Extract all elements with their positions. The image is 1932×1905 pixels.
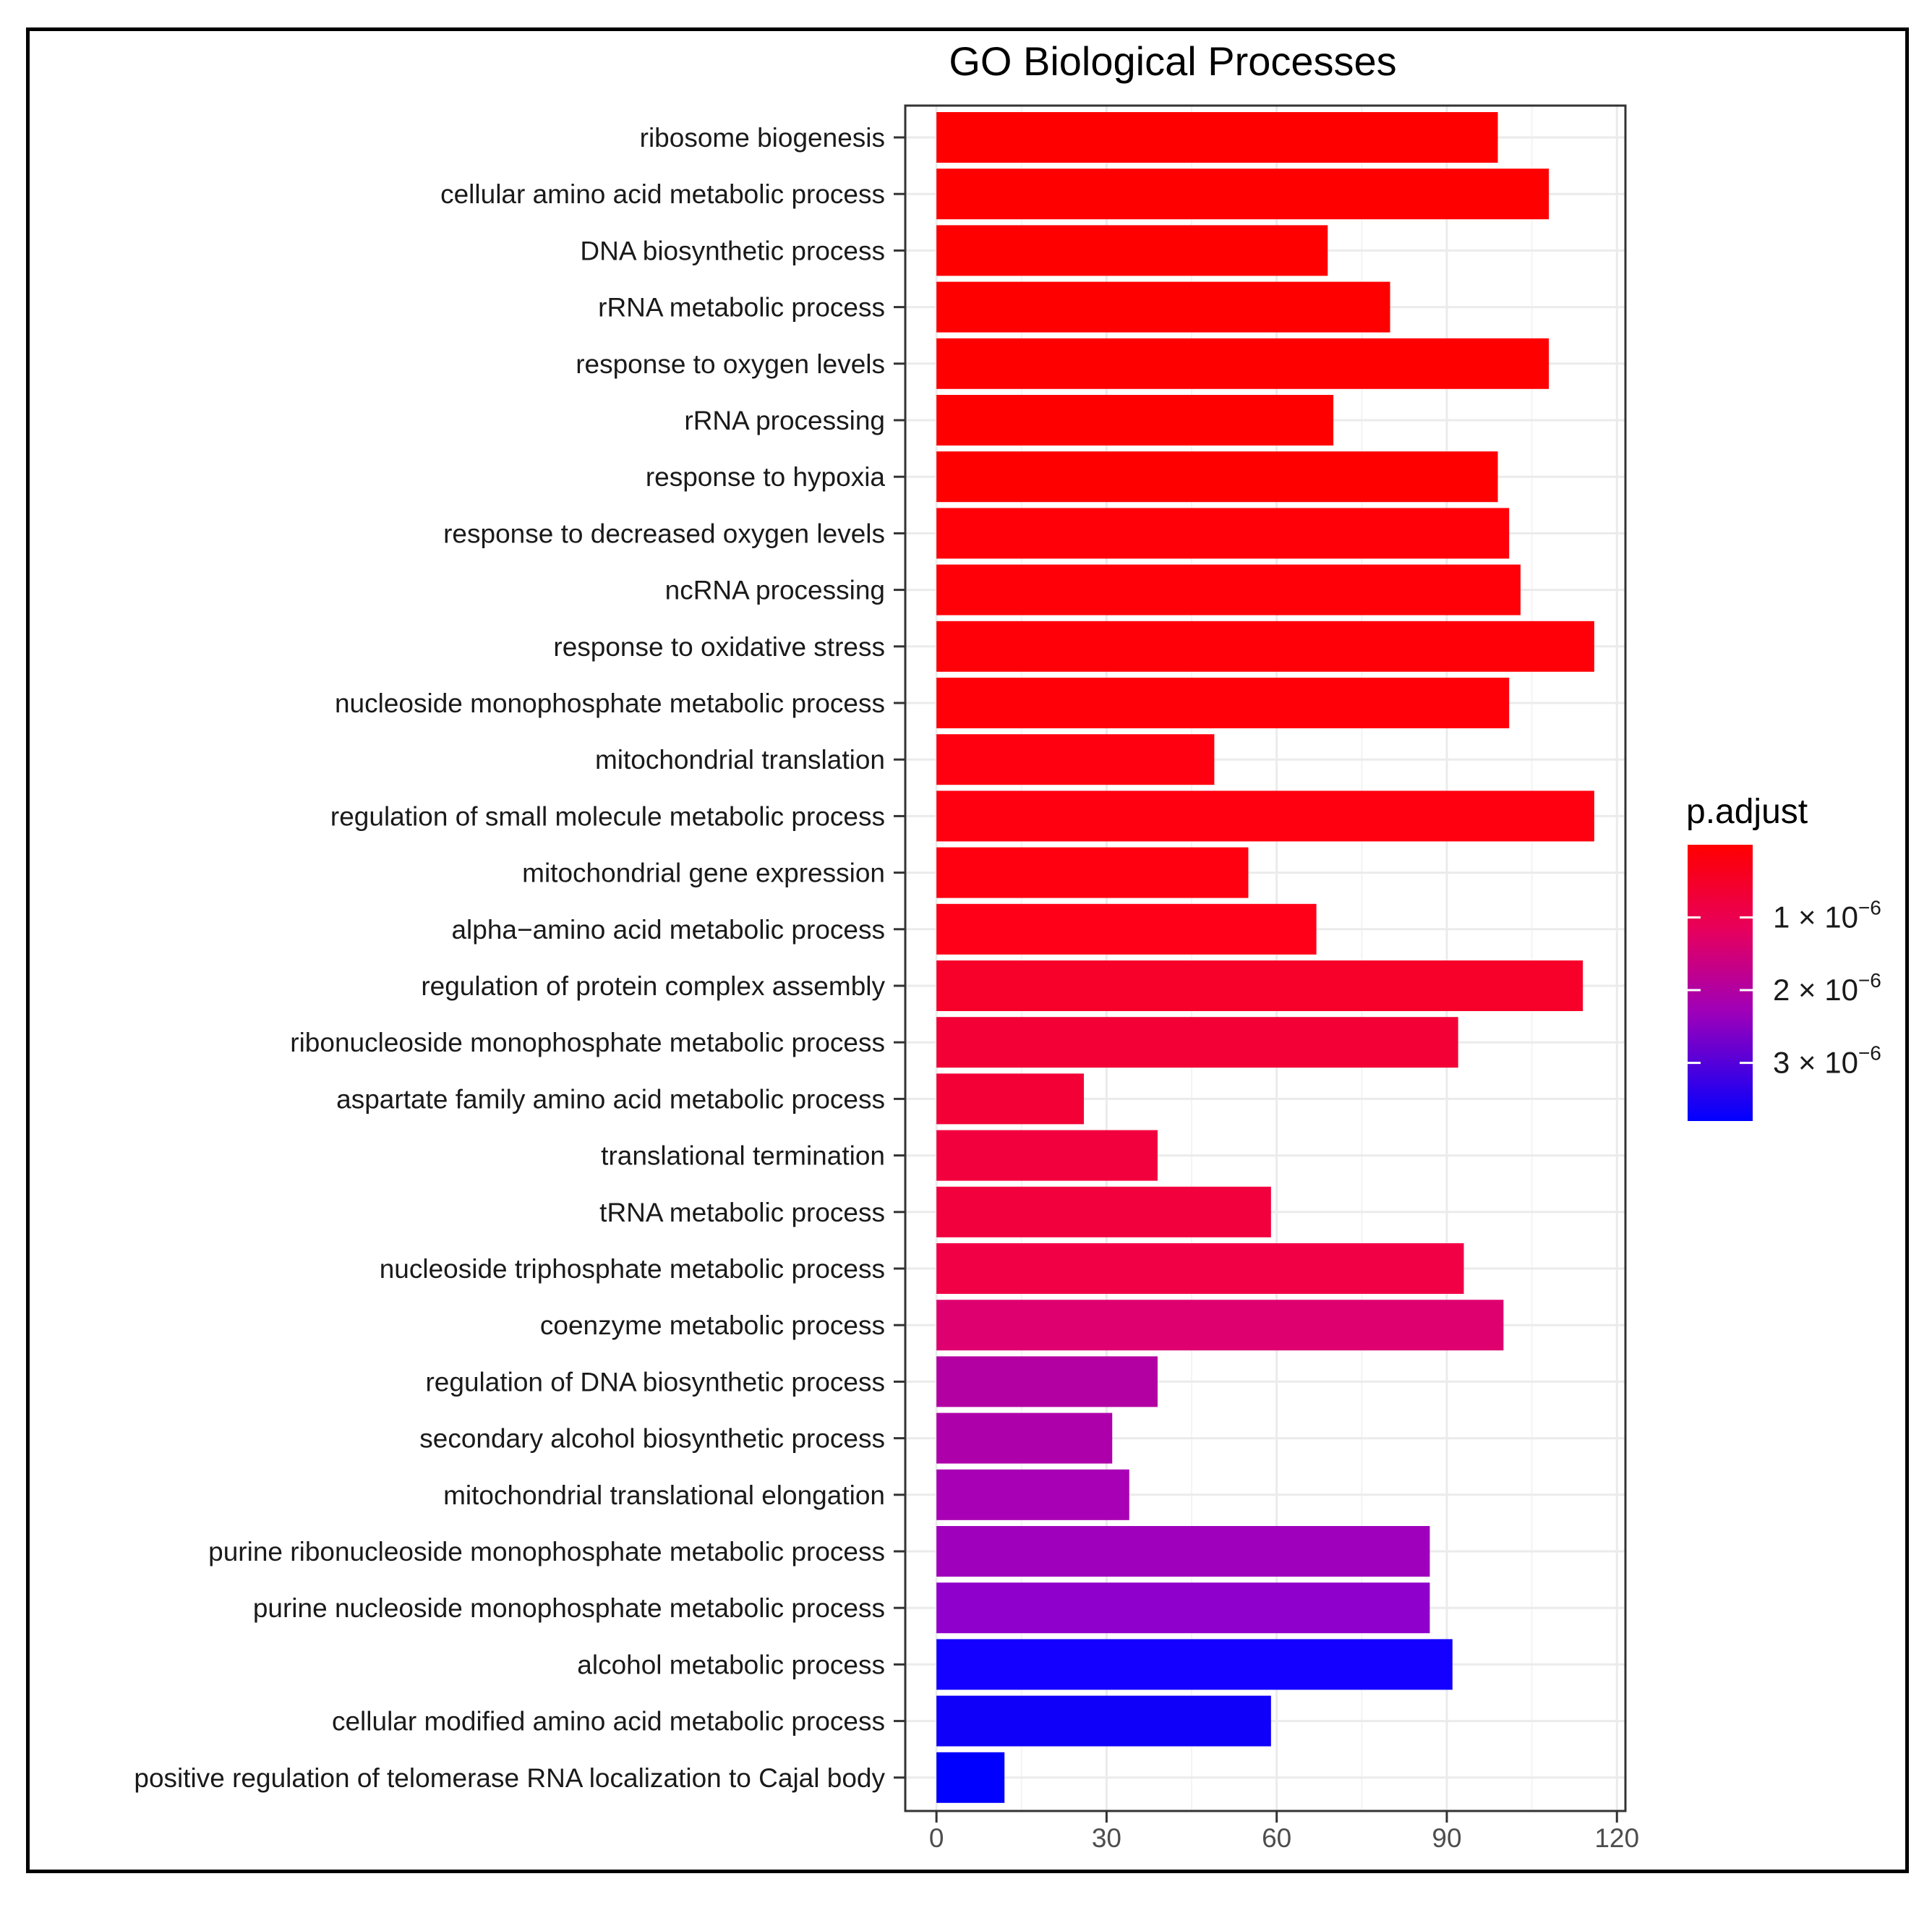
bar [936,1639,1453,1690]
bars [936,112,1594,1803]
category-label: aspartate family amino acid metabolic pr… [336,1084,885,1114]
category-label: rRNA metabolic process [598,293,885,323]
legend: p.adjust 1 × 10−6 2 × 10−6 3 × 10−6 [1686,793,1881,1121]
category-label: tRNA metabolic process [599,1198,885,1227]
category-label: cellular modified amino acid metabolic p… [332,1707,885,1736]
category-label: rRNA processing [684,406,885,435]
category-label: ribosome biogenesis [640,123,885,153]
x-tick-label: 60 [1262,1823,1291,1853]
category-label: response to decreased oxygen levels [443,519,885,548]
bar [936,1186,1271,1237]
category-label: mitochondrial gene expression [522,858,885,888]
bar [936,1695,1271,1747]
category-label: translational termination [601,1141,885,1171]
bar [936,338,1550,389]
category-label: alpha−amino acid metabolic process [451,915,885,945]
bar [936,1130,1158,1181]
category-label: response to oxygen levels [576,349,885,379]
category-label: alcohol metabolic process [577,1650,885,1679]
legend-colorbar [1688,845,1753,1121]
x-tick-label: 120 [1594,1823,1639,1853]
x-tick-label: 30 [1092,1823,1121,1853]
category-label: purine ribonucleoside monophosphate meta… [208,1537,885,1567]
legend-tick-label: 3 × 10−6 [1773,1042,1881,1080]
bar [936,1300,1504,1351]
y-axis-labels: ribosome biogenesis cellular amino acid m… [134,123,905,1793]
bar [936,1412,1113,1464]
bar [936,621,1594,672]
bar [936,678,1510,728]
x-axis-ticks: 0 30 60 90 120 [929,1811,1639,1853]
bar [936,281,1390,333]
category-label: ribonucleoside monophosphate metabolic p… [290,1028,885,1057]
bar [936,1469,1129,1520]
category-label: regulation of small molecule metabolic p… [330,801,885,831]
bar [936,847,1249,898]
legend-tick-label: 1 × 10−6 [1773,897,1881,934]
bar [936,1243,1464,1294]
bar [936,225,1328,276]
bar [936,1356,1158,1407]
category-label: secondary alcohol biosynthetic process [419,1424,885,1454]
x-tick-label: 0 [929,1823,944,1853]
chart-title: GO Biological Processes [949,38,1396,84]
bar [936,1752,1005,1803]
category-label: response to hypoxia [646,462,886,492]
bar [936,1526,1430,1577]
bar [936,395,1334,446]
bar [936,1073,1085,1125]
category-label: mitochondrial translational elongation [443,1480,885,1510]
bar [936,169,1550,220]
category-label: coenzyme metabolic process [540,1311,885,1340]
category-label: response to oxidative stress [553,632,885,662]
bar [936,1017,1458,1068]
bar [936,790,1594,842]
bar [936,112,1498,163]
bar [936,960,1583,1011]
category-label: regulation of protein complex assembly [421,971,885,1001]
legend-title: p.adjust [1686,793,1808,831]
legend-tick-label: 2 × 10−6 [1773,969,1881,1007]
category-label: regulation of DNA biosynthetic process [425,1367,885,1397]
category-label: nucleoside monophosphate metabolic proce… [335,689,885,718]
bar [936,1582,1430,1634]
category-label: purine nucleoside monophosphate metaboli… [253,1593,885,1623]
bar [936,508,1510,559]
plot-panel-border [904,104,1627,1812]
bar [936,903,1317,955]
category-label: mitochondrial translation [595,745,885,775]
bar [936,734,1215,785]
category-label: cellular amino acid metabolic process [440,179,885,209]
figure-frame [26,27,1909,1873]
category-label: positive regulation of telomerase RNA lo… [134,1763,885,1793]
category-label: ncRNA processing [665,576,885,605]
bar [936,564,1521,615]
x-tick-label: 90 [1432,1823,1461,1853]
category-label: DNA biosynthetic process [580,236,885,265]
bar [936,451,1498,503]
category-label: nucleoside triphosphate metabolic proces… [380,1254,885,1284]
